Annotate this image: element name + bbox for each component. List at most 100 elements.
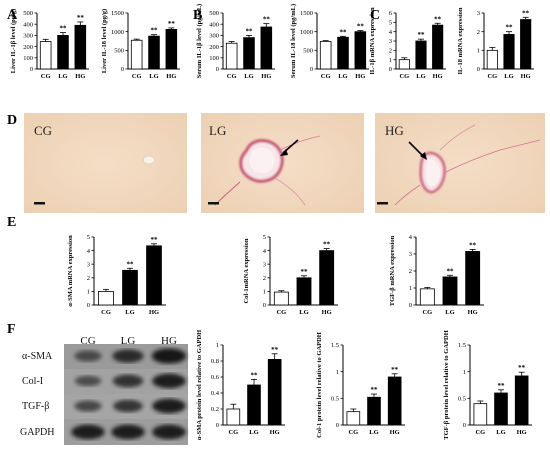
bar-lg xyxy=(503,34,515,70)
micrograph-cg: CG xyxy=(24,113,187,213)
bar-hg xyxy=(165,29,178,70)
bar-hg xyxy=(74,24,87,70)
y-axis-label: Liver IL-1β level (pg/g) xyxy=(10,9,17,74)
y-tick-label: 0 xyxy=(87,302,90,309)
y-tick-label: 1 xyxy=(389,57,392,64)
panel-letter-a: A xyxy=(7,8,18,23)
y-tick-label: 0.5 xyxy=(331,396,339,403)
blot-band xyxy=(152,424,186,440)
y-tick-label: 0 xyxy=(409,302,412,309)
bar-cg xyxy=(226,408,241,426)
category-label: LG xyxy=(125,309,134,316)
significance-label: ** xyxy=(127,260,135,268)
category-label: HG xyxy=(261,73,271,80)
blot-band xyxy=(151,348,187,364)
y-tick-label: 0 xyxy=(30,66,33,73)
chart-asma-mrna: 0 1 2 3 4 5 α-SMA mRNA expression CG ** LG ** HG xyxy=(67,234,166,316)
y-tick-label: 1 xyxy=(463,369,466,376)
blot-band xyxy=(74,350,102,362)
y-tick-label: 400 xyxy=(209,21,219,28)
y-tick-label: 500 xyxy=(209,10,219,17)
blot-label-col1: Col-I xyxy=(22,376,43,387)
bar-hg xyxy=(267,358,282,426)
bar-lg xyxy=(367,396,381,426)
bar-hg xyxy=(520,19,532,70)
blot-band xyxy=(111,424,145,440)
bar-cg xyxy=(346,411,361,426)
bar-cg xyxy=(486,49,498,70)
significance-label: ** xyxy=(168,20,176,28)
chart-tgfb-mrna: 0 1 2 3 4 TGF-β mRNA expression CG ** LG ** HG xyxy=(389,234,484,316)
y-tick-label: 200 xyxy=(209,44,219,51)
y-tick-label: 1 xyxy=(409,285,412,292)
bar-hg xyxy=(319,250,335,306)
y-tick-label: 2 xyxy=(409,268,412,275)
panel-letter-f: F xyxy=(7,322,16,337)
blot-band xyxy=(152,373,186,389)
y-axis-label: Liver IL-18 level (pg/g) xyxy=(101,9,108,73)
category-label: CG xyxy=(227,73,237,80)
y-tick-label: 200 xyxy=(23,44,33,51)
significance-label: ** xyxy=(434,15,442,23)
y-tick-label: 0 xyxy=(310,66,313,73)
y-tick-label: 2 xyxy=(477,29,480,36)
category-label: LG xyxy=(445,309,454,316)
bar-cg xyxy=(419,288,435,306)
y-tick-label: 1 xyxy=(477,48,480,55)
blot-band xyxy=(113,399,143,413)
y-tick-label: 4 xyxy=(389,29,393,36)
significance-label: ** xyxy=(271,346,279,354)
bar-cg xyxy=(319,40,332,70)
category-label: LG xyxy=(244,73,253,80)
bar-cg xyxy=(98,290,114,306)
y-tick-label: 3 xyxy=(389,38,392,45)
y-tick-label: 4 xyxy=(263,248,267,255)
bar-lg xyxy=(296,277,312,306)
significance-label: ** xyxy=(498,382,506,390)
y-tick-label: 0 xyxy=(216,66,219,73)
y-tick-label: 1 xyxy=(336,369,339,376)
bar-hg xyxy=(354,31,367,70)
category-label: CG xyxy=(276,309,286,316)
y-tick-label: 4 xyxy=(409,234,413,241)
significance-label: ** xyxy=(251,371,259,379)
y-tick-label: 500 xyxy=(23,10,33,17)
category-label: HG xyxy=(322,309,332,316)
category-label: CG xyxy=(487,73,497,80)
bar-lg xyxy=(148,35,160,70)
panel-letter-c: C xyxy=(370,8,380,23)
category-label: HG xyxy=(166,73,176,80)
significance-label: ** xyxy=(447,267,455,275)
y-tick-label: 1 xyxy=(216,342,219,349)
category-label: HG xyxy=(468,309,478,316)
category-label: CG xyxy=(321,73,331,80)
blot-label-tgfb: TGF-β xyxy=(22,401,49,412)
blot-band xyxy=(112,349,144,363)
significance-label: ** xyxy=(323,241,331,249)
bar-lg xyxy=(415,40,427,70)
micrograph-label-hg: HG xyxy=(385,123,404,138)
category-label: LG xyxy=(416,73,425,80)
bar-hg xyxy=(260,26,273,70)
bar-lg xyxy=(57,35,69,70)
y-tick-label: 6 xyxy=(389,10,393,17)
western-blot: CG LG HG α-SMA Col-I TGF-β GAPDH xyxy=(20,335,188,445)
y-tick-label: 400 xyxy=(23,21,33,28)
y-tick-label: 1.5 xyxy=(458,342,466,349)
bar-lg xyxy=(243,37,255,70)
y-axis-label: IL-18 mRNA expression xyxy=(457,7,464,74)
y-tick-label: 300 xyxy=(23,33,33,40)
y-axis-label: Serum IL-18 level (pg/mL) xyxy=(290,4,297,78)
significance-label: ** xyxy=(77,14,85,22)
micrograph-lg: LG xyxy=(201,113,364,213)
category-label: LG xyxy=(369,429,378,436)
y-axis-label: α-SMA mRNA expression xyxy=(67,235,74,307)
significance-label: ** xyxy=(469,241,477,249)
blot-bands xyxy=(71,348,187,440)
significance-label: ** xyxy=(263,16,271,24)
bar-hg xyxy=(465,251,481,306)
y-tick-label: 2 xyxy=(389,48,392,55)
chart-col1-mrna: 0 1 2 3 4 5 Col-1mRNA expression CG ** LG ** HG xyxy=(243,234,338,316)
